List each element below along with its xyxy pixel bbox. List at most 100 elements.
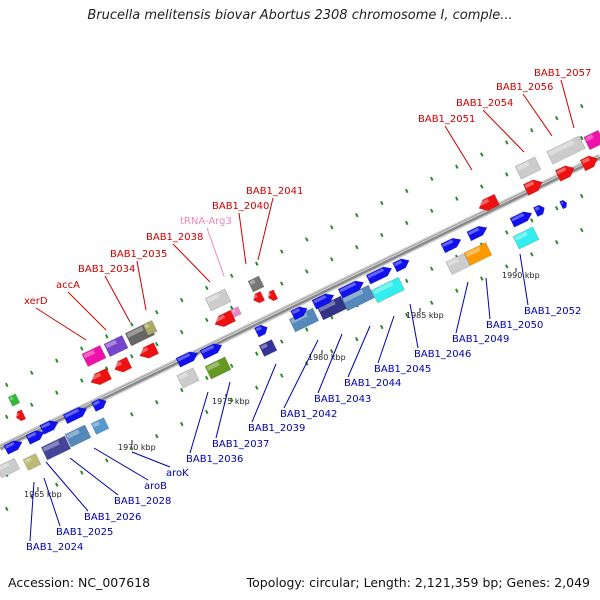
gene-shine: [27, 431, 37, 439]
dot-mark: [505, 140, 509, 145]
gene-feature: [62, 407, 88, 425]
gene-shine: [447, 257, 460, 267]
gene-shape: [247, 275, 265, 293]
dot-mark: [5, 382, 9, 388]
gene-label: BAB1_2044: [344, 378, 401, 389]
gene-shine: [252, 294, 258, 299]
connector-line: [43, 477, 61, 527]
gene-shine: [260, 343, 268, 350]
gene-feature: [252, 290, 266, 304]
dot-mark: [55, 482, 59, 487]
gene-feature: [81, 345, 107, 367]
gene-feature: [89, 367, 112, 385]
dot-mark: [80, 346, 84, 351]
connector-line: [67, 291, 107, 331]
scale-label: 1975 kbp: [212, 397, 250, 406]
chromosome-backbone: [0, 153, 600, 452]
gene-label: BAB1_2054: [456, 98, 513, 109]
gene-feature: [371, 276, 405, 304]
gene-shine: [5, 441, 15, 449]
gene-shine: [92, 421, 100, 428]
gene-shape: [463, 242, 493, 266]
genome-summary: Topology: circular; Length: 2,121,359 bp…: [246, 575, 590, 590]
gene-shape: [64, 424, 92, 448]
dot-mark: [130, 446, 134, 451]
gene-feature: [15, 409, 27, 422]
gene-shape: [371, 276, 405, 304]
gene-shine: [64, 408, 80, 418]
gene-shine: [442, 239, 454, 248]
gene-shape: [337, 280, 365, 299]
gene-feature: [213, 309, 236, 327]
dot-mark: [29, 370, 34, 376]
gene-label: BAB1_2057: [534, 68, 591, 79]
gene-feature: [290, 306, 308, 321]
gene-feature: [254, 324, 268, 338]
gene-shape: [478, 193, 500, 211]
gene-label: accA: [56, 280, 80, 291]
dot-mark: [355, 212, 359, 218]
connector-line: [29, 481, 35, 542]
dot-mark: [455, 288, 459, 293]
gene-shine: [177, 353, 191, 362]
gene-shine: [581, 157, 590, 164]
dot-mark: [130, 354, 134, 359]
dot-mark: [330, 257, 334, 262]
gene-shape: [268, 289, 279, 302]
connector-line: [136, 260, 147, 311]
gene-shine: [92, 400, 100, 406]
gene-shine: [24, 457, 32, 464]
dot-mark: [155, 309, 159, 315]
background-dot-rows: [4, 103, 584, 512]
dot-mark: [204, 375, 209, 381]
dot-mark: [305, 237, 309, 242]
dot-mark: [404, 312, 409, 318]
connector-line: [347, 325, 371, 378]
gene-feature: [204, 288, 232, 312]
dot-mark: [429, 300, 434, 306]
gene-shine: [313, 295, 327, 304]
gene-shine: [477, 198, 490, 207]
gene-shine: [372, 281, 394, 295]
dot-mark: [380, 200, 384, 206]
gene-shine: [524, 181, 535, 189]
dot-mark: [580, 103, 584, 109]
dot-mark: [380, 232, 384, 238]
gene-shape: [311, 293, 335, 310]
dot-mark: [255, 351, 259, 356]
dot-mark: [530, 218, 534, 223]
gene-feature: [230, 306, 242, 318]
connector-line: [206, 227, 225, 277]
dot-mark: [505, 230, 509, 235]
gene-feature: [7, 393, 21, 407]
gene-shape: [554, 165, 575, 182]
gene-shine: [511, 213, 525, 222]
gene-feature: [90, 417, 110, 435]
gene-shape: [204, 288, 232, 312]
dot-mark: [55, 358, 59, 363]
gene-shape: [176, 367, 200, 389]
dot-mark: [405, 278, 409, 284]
dot-mark: [430, 176, 434, 182]
gene-shape: [445, 253, 471, 275]
gene-label: aroB: [144, 481, 167, 492]
gene-shine: [213, 314, 226, 323]
gene-feature: [311, 293, 335, 310]
dot-mark: [55, 390, 59, 395]
connector-line: [560, 79, 575, 129]
gene-shine: [113, 361, 122, 368]
gene-shape: [522, 179, 543, 196]
gene-shape: [546, 135, 586, 165]
backbone-highlight: [0, 155, 600, 448]
gene-features: [0, 129, 600, 479]
gene-shine: [0, 462, 10, 471]
gene-feature: [25, 430, 45, 445]
gene-shape: [139, 342, 160, 359]
gene-shape: [466, 225, 488, 242]
gene-shape: [175, 351, 199, 368]
gene-feature: [176, 367, 200, 389]
gene-shape: [509, 211, 533, 228]
gene-feature: [546, 135, 586, 165]
gene-feature: [267, 289, 279, 302]
dot-mark: [280, 249, 284, 254]
